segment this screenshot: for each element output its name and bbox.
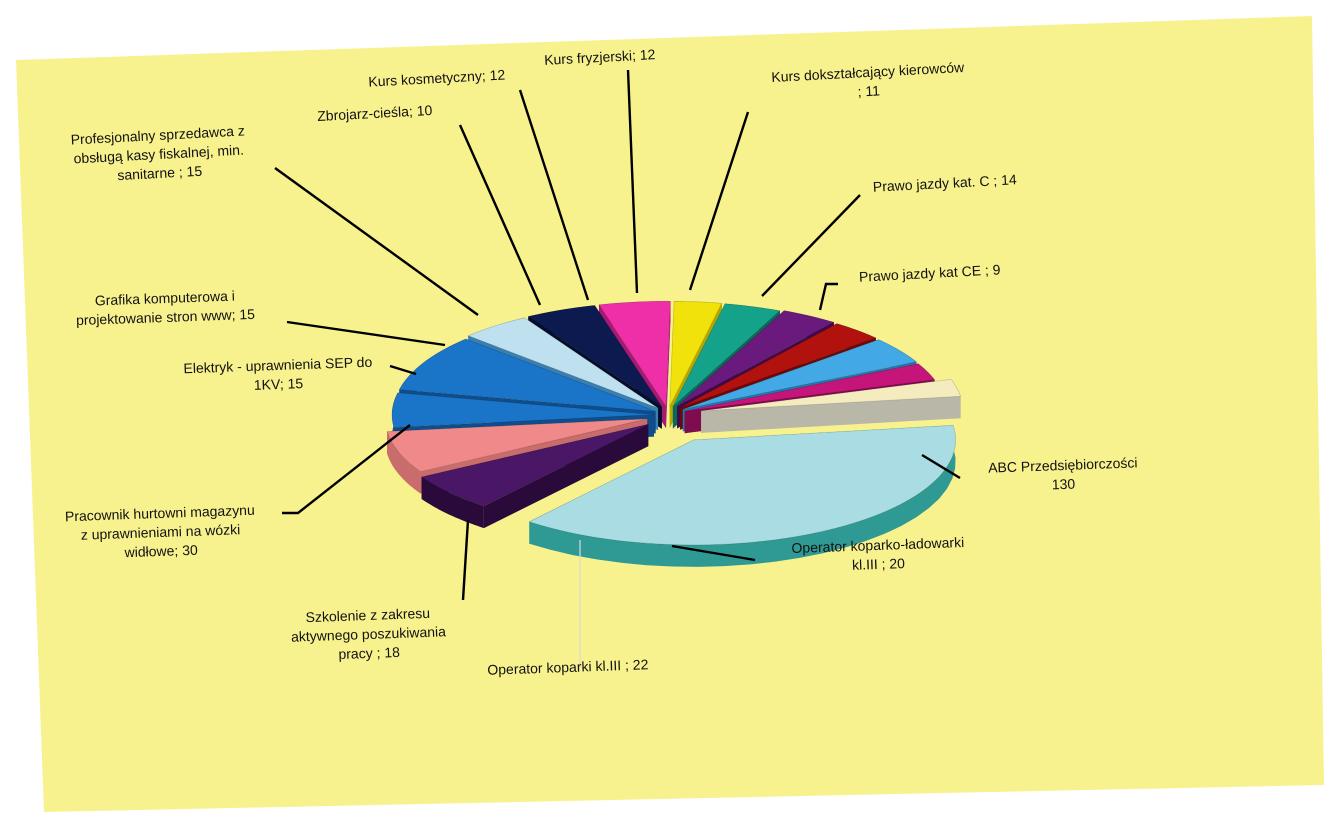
slice-10 [676,310,835,407]
leader-line-12 [761,194,861,297]
leader-line-8 [458,124,542,306]
slice-label-6: Grafika komputerowa iprojektowanie stron… [75,287,255,328]
leader-line-3 [461,519,470,601]
leader-lines [274,69,961,668]
slice-label-line: Kurs fryzjerski; 12 [544,46,656,68]
slice-edge-14-1 [701,396,961,433]
slice-label-line: Zbrojarz-cieśla; 10 [317,102,433,124]
slice-side-2 [387,431,421,494]
slice-2 [386,418,648,472]
leader-line-13 [818,282,838,311]
leader-line-10 [626,69,639,294]
leader-line-9 [518,89,590,301]
slice-label-9: Kurs kosmetyczny; 12 [368,66,506,89]
slice-label-13: Prawo jazdy kat CE ; 9 [859,261,1001,284]
slice-label-5: Elektryk - uprawnienia SEP do1KV; 15 [183,354,373,396]
slice-label-0: ABC Przedsiębiorczości130 [988,454,1139,494]
slice-label-line: Grafika komputerowa i [95,288,236,309]
slice-label-line: Szkolenie z zakresu [305,605,430,625]
slice-label-line: widłowe; 30 [123,542,198,561]
leader-line-4 [282,424,411,515]
slice-label-1: Operator koparko-ładowarkikl.III ; 20 [791,534,965,575]
slice-label-line: Prawo jazdy kat CE ; 9 [859,261,1001,284]
slice-9 [672,303,781,407]
slice-label-line: Prawo jazdy kat. C ; 14 [872,171,1017,195]
slice-label-line: 130 [1052,476,1076,493]
slice-5 [467,317,659,409]
leader-line-0 [921,453,961,480]
slice-label-line: z uprawnieniami na wózki [80,521,240,543]
leader-line-5 [389,364,417,376]
slice-label-4: Pracownik hurtowni magazynuz uprawnienia… [65,502,257,563]
slice-11 [679,323,877,409]
slice-7 [598,300,671,408]
slice-6 [527,304,663,408]
leader-line-6 [286,320,446,347]
slice-8 [669,300,723,407]
slice-13 [684,363,936,412]
slice-14 [701,378,962,412]
slice-side-0 [529,425,956,567]
leader-line-11 [688,111,750,291]
slice-label-line: ABC Przedsiębiorczości [988,454,1138,475]
leader-line-7 [274,167,479,316]
slice-label-line: Kurs kosmetyczny; 12 [368,66,506,89]
slice-12 [682,339,918,410]
slice-label-line: kl.III ; 20 [852,555,906,573]
slice-label-12: Prawo jazdy kat. C ; 14 [872,171,1017,195]
slice-label-line: 1KV; 15 [254,375,304,393]
slice-label-line: projektowanie stron www; 15 [76,306,256,328]
slice-label-line: aktywnego poszukiwania [291,623,447,644]
slice-0 [528,424,957,546]
slice-label-line: ; 11 [857,82,880,99]
slice-tops [386,300,962,546]
slice-1 [420,423,649,507]
slice-edge-7-1 [666,301,671,429]
slice-3 [391,392,655,428]
slice-label-3: Szkolenie z zakresuaktywnego poszukiwani… [290,604,447,663]
slice-label-line: Elektryk - uprawnienia SEP do [183,354,372,377]
slice-4 [398,338,656,412]
slice-label-8: Zbrojarz-cieśla; 10 [317,102,433,124]
slice-label-line: sanitarne ; 15 [117,163,203,183]
slice-label-line: Pracownik hurtowni magazynu [65,502,255,525]
slice-label-line: Operator koparki kl.III ; 22 [487,656,649,678]
leader-line-1 [671,544,756,562]
slice-label-10: Kurs fryzjerski; 12 [544,46,656,68]
slice-label-2: Operator koparki kl.III ; 22 [487,656,649,678]
slice-label-line: pracy ; 18 [338,644,400,662]
slice-label-line: Operator koparko-ładowarki [791,534,964,556]
